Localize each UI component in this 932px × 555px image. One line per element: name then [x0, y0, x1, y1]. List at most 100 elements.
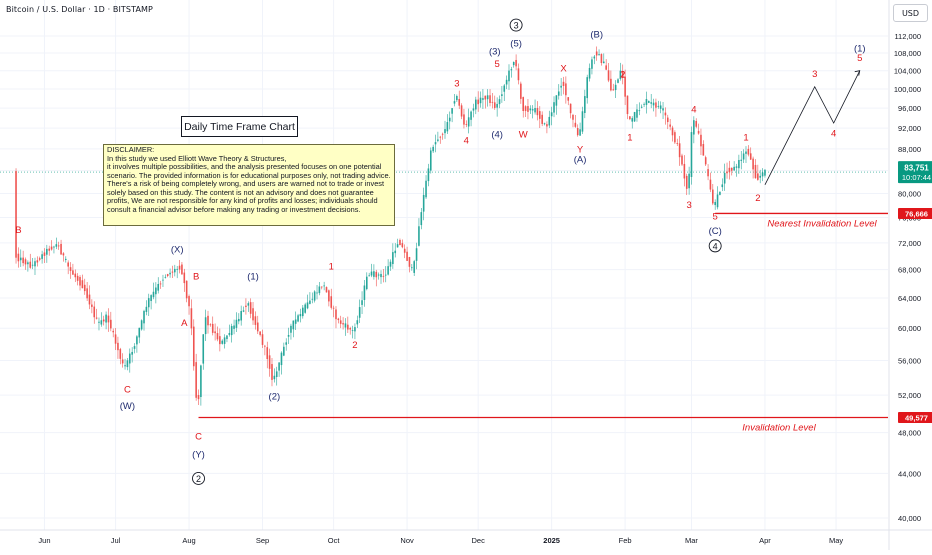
candle-body: [226, 335, 228, 340]
wave-label: 5: [494, 59, 499, 70]
candle-body: [674, 132, 676, 143]
wave-label: X: [560, 64, 567, 75]
candle-body: [271, 364, 273, 380]
candle-body: [588, 67, 591, 79]
candle-body: [690, 132, 693, 177]
candle-body: [119, 349, 122, 359]
candle-body: [53, 246, 55, 248]
candle-body: [527, 106, 529, 112]
candle-body: [669, 124, 671, 127]
candle-body: [418, 226, 420, 246]
candle-body: [749, 153, 752, 160]
candle-body: [155, 287, 157, 295]
x-tick-label: Jun: [38, 536, 50, 545]
candle-body: [730, 167, 733, 171]
candle-body: [657, 105, 660, 107]
y-tick-label: 104,000: [894, 67, 921, 76]
candle-body: [723, 172, 726, 184]
disclaimer-line: it involves multiple possibilities, and …: [107, 162, 382, 171]
candle-body: [306, 302, 309, 309]
candle-body: [491, 101, 494, 103]
candle-body: [619, 70, 622, 79]
candle-body: [579, 129, 581, 136]
candle-body: [240, 311, 242, 321]
candle-body: [36, 260, 39, 263]
candle-body: [512, 62, 515, 66]
candle-body: [273, 375, 276, 380]
candle-body: [147, 298, 150, 308]
wave-label: (4): [491, 129, 503, 140]
candle-body: [688, 173, 690, 189]
wave-label: C: [124, 384, 131, 395]
candle-body: [557, 91, 560, 96]
candle-body: [648, 101, 650, 103]
candle-body: [86, 288, 88, 299]
candle-body: [702, 144, 705, 156]
disclaimer-line: profits, We are not responsible for any …: [107, 196, 378, 205]
candle-body: [536, 108, 539, 116]
candle-body: [176, 268, 178, 270]
wave-label: 5: [713, 211, 718, 222]
wave-label: (W): [120, 401, 135, 412]
candle-body: [650, 102, 652, 104]
candle-body: [520, 83, 522, 99]
candle-body: [69, 267, 72, 271]
candle-body: [681, 155, 683, 165]
candle-body: [117, 342, 119, 351]
candle-body: [761, 172, 764, 177]
candle-body: [207, 315, 209, 326]
candle-body: [105, 314, 107, 323]
candle-body: [517, 68, 520, 81]
candle-body: [297, 315, 299, 322]
candle-body: [216, 333, 219, 340]
wave-label: W: [519, 129, 528, 140]
candle-body: [15, 171, 17, 258]
candle-body: [757, 173, 759, 180]
candle-body: [432, 146, 434, 152]
candle-body: [662, 108, 664, 111]
candle-body: [719, 191, 721, 195]
wave-label: 2: [196, 474, 201, 484]
candle-body: [714, 201, 716, 206]
candle-body: [626, 95, 629, 115]
candle-body: [709, 179, 712, 190]
candle-body: [411, 267, 413, 269]
countdown-label: 10:07:44: [902, 173, 931, 182]
candle-body: [41, 254, 43, 259]
candle-body: [43, 252, 46, 256]
candle-body: [508, 70, 510, 82]
wave-label: 3: [686, 200, 691, 211]
candle-body: [107, 315, 110, 323]
wave-label: B: [193, 271, 199, 282]
candle-body: [439, 136, 442, 138]
candle-body: [610, 78, 612, 91]
candle-body: [280, 352, 283, 366]
candle-body: [392, 252, 394, 265]
candle-body: [235, 319, 238, 328]
wave-label: (Y): [192, 450, 205, 461]
disclaimer-box: DISCLAIMER: In this study we used Elliot…: [103, 144, 395, 226]
currency-button[interactable]: USD: [893, 4, 928, 22]
candle-body: [368, 275, 370, 277]
candle-body: [529, 108, 532, 111]
wave-label: 3: [454, 78, 459, 89]
candle-body: [584, 96, 586, 113]
candle-body: [472, 108, 475, 111]
candle-body: [546, 124, 548, 127]
candle-body: [434, 142, 437, 145]
candle-body: [48, 248, 51, 251]
disclaimer-line: consult a financial advisor before makin…: [107, 204, 361, 214]
candle-body: [550, 112, 553, 117]
candle-body: [38, 258, 41, 260]
y-tick-label: 80,000: [898, 190, 921, 199]
candle-body: [311, 298, 314, 300]
candle-body: [145, 306, 148, 312]
candle-body: [607, 70, 610, 81]
candle-body: [76, 275, 79, 281]
candle-body: [697, 130, 700, 134]
candle-body: [62, 253, 65, 256]
candle-body: [320, 286, 323, 288]
candle-body: [83, 284, 86, 292]
